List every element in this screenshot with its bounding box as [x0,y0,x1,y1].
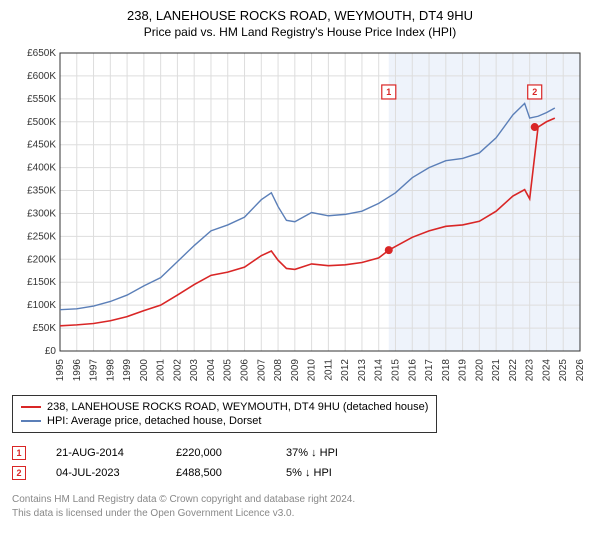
svg-text:£550K: £550K [27,94,56,105]
chart-area: £0 £50K £100K £150K £200K £250K £300K £350K £400… [12,47,588,387]
chart-subtitle: Price paid vs. HM Land Registry's House … [12,25,588,39]
annotation-date: 21-AUG-2014 [56,447,146,459]
svg-text:2: 2 [532,87,537,97]
svg-text:2019: 2019 [458,359,469,382]
legend-swatch [21,420,41,422]
footer-line: This data is licensed under the Open Gov… [12,507,588,521]
annotation-table: 1 21-AUG-2014 £220,000 37% ↓ HPI 2 04-JU… [12,443,588,483]
svg-text:2009: 2009 [290,359,301,382]
svg-text:£400K: £400K [27,163,56,174]
svg-text:£300K: £300K [27,208,56,219]
footer-line: Contains HM Land Registry data © Crown c… [12,493,588,507]
svg-text:£0: £0 [45,346,57,357]
annotation-pct: 37% ↓ HPI [286,447,376,459]
svg-text:1996: 1996 [72,359,83,382]
svg-text:2024: 2024 [541,359,552,382]
svg-text:2010: 2010 [307,359,318,382]
annotation-date: 04-JUL-2023 [56,467,146,479]
legend-label: HPI: Average price, detached house, Dors… [47,415,261,427]
legend-swatch [21,406,41,408]
svg-text:2004: 2004 [206,359,217,382]
chart-svg: £0 £50K £100K £150K £200K £250K £300K £350K £400… [12,47,588,387]
svg-text:1998: 1998 [105,359,116,382]
svg-text:£100K: £100K [27,300,56,311]
svg-text:2003: 2003 [189,359,200,382]
svg-text:£600K: £600K [27,71,56,82]
svg-text:1995: 1995 [55,359,66,382]
annotation-marker: 2 [12,466,26,480]
svg-text:£650K: £650K [27,48,56,59]
svg-text:2001: 2001 [156,359,167,382]
svg-text:2000: 2000 [139,359,150,382]
annotation-row: 2 04-JUL-2023 £488,500 5% ↓ HPI [12,463,588,483]
svg-text:2008: 2008 [273,359,284,382]
annotation-marker: 1 [12,446,26,460]
annotation-row: 1 21-AUG-2014 £220,000 37% ↓ HPI [12,443,588,463]
svg-text:2014: 2014 [374,359,385,382]
svg-text:£50K: £50K [33,323,57,334]
svg-text:2016: 2016 [407,359,418,382]
svg-text:2002: 2002 [172,359,183,382]
svg-text:2021: 2021 [491,359,502,382]
chart-container: 238, LANEHOUSE ROCKS ROAD, WEYMOUTH, DT4… [0,0,600,529]
chart-titles: 238, LANEHOUSE ROCKS ROAD, WEYMOUTH, DT4… [12,8,588,39]
annotation-pct: 5% ↓ HPI [286,467,376,479]
annotation-price: £488,500 [176,467,256,479]
legend: 238, LANEHOUSE ROCKS ROAD, WEYMOUTH, DT4… [12,395,437,433]
svg-text:2015: 2015 [390,359,401,382]
svg-text:2023: 2023 [525,359,536,382]
svg-text:2020: 2020 [474,359,485,382]
svg-text:2013: 2013 [357,359,368,382]
svg-text:1: 1 [386,87,391,97]
svg-text:2005: 2005 [223,359,234,382]
svg-text:£200K: £200K [27,254,56,265]
svg-text:2026: 2026 [575,359,586,382]
svg-text:£350K: £350K [27,186,56,197]
svg-text:2017: 2017 [424,359,435,382]
svg-text:2011: 2011 [323,359,334,381]
svg-text:£250K: £250K [27,231,56,242]
svg-text:£450K: £450K [27,140,56,151]
svg-text:2022: 2022 [508,359,519,382]
legend-item: HPI: Average price, detached house, Dors… [21,414,428,428]
legend-item: 238, LANEHOUSE ROCKS ROAD, WEYMOUTH, DT4… [21,400,428,414]
svg-text:£500K: £500K [27,117,56,128]
footer: Contains HM Land Registry data © Crown c… [12,493,588,521]
svg-text:£150K: £150K [27,277,56,288]
svg-text:2025: 2025 [558,359,569,382]
legend-label: 238, LANEHOUSE ROCKS ROAD, WEYMOUTH, DT4… [47,401,428,413]
svg-text:2018: 2018 [441,359,452,382]
svg-text:1999: 1999 [122,359,133,382]
annotation-price: £220,000 [176,447,256,459]
svg-text:2006: 2006 [240,359,251,382]
svg-text:2012: 2012 [340,359,351,382]
svg-text:2007: 2007 [256,359,267,382]
svg-text:1997: 1997 [89,359,100,382]
chart-title: 238, LANEHOUSE ROCKS ROAD, WEYMOUTH, DT4… [12,8,588,23]
